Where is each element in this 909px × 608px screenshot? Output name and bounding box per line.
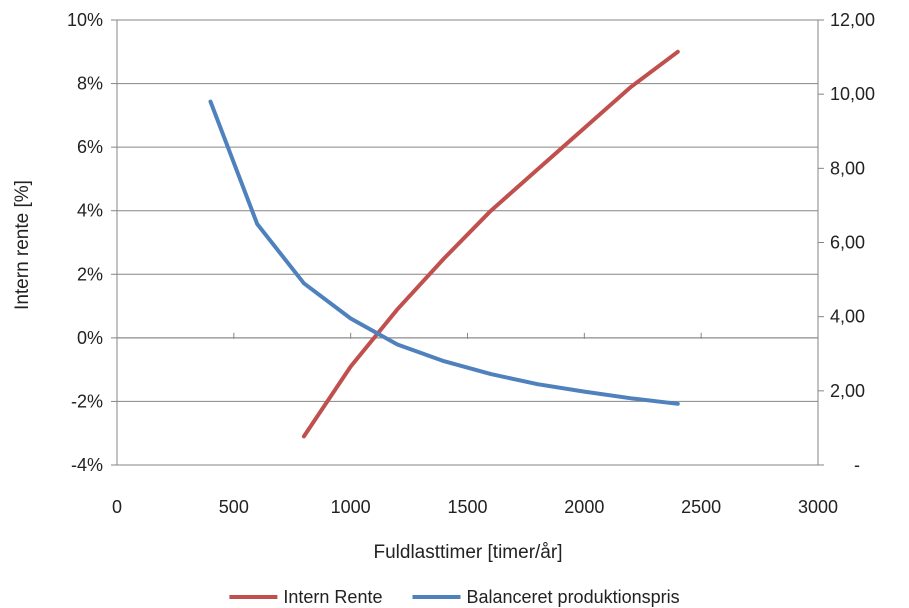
y-tick-label: 0% xyxy=(77,328,103,348)
y2-tick-label: 2,00 xyxy=(830,381,865,401)
data-point xyxy=(584,128,585,129)
y2-tick-label: - xyxy=(854,455,860,475)
data-point xyxy=(350,318,351,319)
data-point xyxy=(210,101,211,102)
x-axis-title: Fuldlasttimer [timer/år] xyxy=(374,542,563,563)
y-tick-label: -4% xyxy=(71,455,103,475)
data-point xyxy=(631,398,632,399)
x-tick-label: 3000 xyxy=(798,497,838,517)
series-lines xyxy=(210,51,678,437)
x-tick-label: 0 xyxy=(112,497,122,517)
x-tick-label: 1500 xyxy=(447,497,487,517)
y-axis-title: Intern rente [%] xyxy=(12,180,33,310)
data-point xyxy=(490,210,491,211)
y2-tick-label: 12,00 xyxy=(830,10,875,30)
data-point xyxy=(677,51,678,52)
data-point xyxy=(257,223,258,224)
data-point xyxy=(537,169,538,170)
y-tick-label: 8% xyxy=(77,74,103,94)
x-tick-label: 1000 xyxy=(331,497,371,517)
y2-tick-label: 8,00 xyxy=(830,158,865,178)
data-point xyxy=(677,403,678,404)
gridlines xyxy=(117,20,818,465)
y2-tick-label: 10,00 xyxy=(830,84,875,104)
data-point xyxy=(397,344,398,345)
tick-labels: -4% -2% 0% 2% 4% 6% 8% 10% - 2,00 4,00 6,00 8,00 10,0… xyxy=(67,10,875,517)
legend-entry: Intern Rente xyxy=(229,587,382,607)
data-point xyxy=(303,283,304,284)
data-point xyxy=(537,384,538,385)
series-line xyxy=(304,52,678,437)
data-point xyxy=(631,86,632,87)
y-tick-label: 6% xyxy=(77,137,103,157)
y2-tick-label: 6,00 xyxy=(830,233,865,253)
data-point xyxy=(584,391,585,392)
x-tick-label: 2500 xyxy=(681,497,721,517)
data-point xyxy=(444,361,445,362)
x-tick-label: 2000 xyxy=(564,497,604,517)
x-tick-label: 500 xyxy=(219,497,249,517)
data-point xyxy=(490,374,491,375)
axes xyxy=(111,20,824,465)
legend-entry: Balanceret produktionspris xyxy=(413,587,680,607)
legend-label: Balanceret produktionspris xyxy=(467,587,680,607)
data-point xyxy=(303,436,304,437)
legend: Intern Rente Balanceret produktionspris xyxy=(229,587,679,607)
y-tick-label: 4% xyxy=(77,201,103,221)
data-point xyxy=(444,258,445,259)
y2-tick-label: 4,00 xyxy=(830,307,865,327)
data-point xyxy=(350,366,351,367)
y-tick-label: 10% xyxy=(67,10,103,30)
y-tick-label: -2% xyxy=(71,391,103,411)
y-tick-label: 2% xyxy=(77,264,103,284)
data-point xyxy=(397,309,398,310)
legend-label: Intern Rente xyxy=(283,587,382,607)
